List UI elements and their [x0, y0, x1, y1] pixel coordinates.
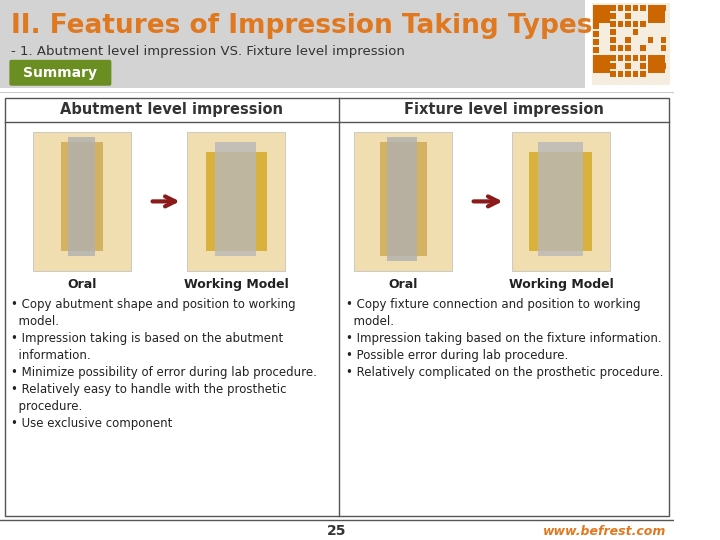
- Text: procedure.: procedure.: [12, 400, 83, 413]
- Text: Fixture level impression: Fixture level impression: [404, 102, 604, 117]
- Text: • Possible error during lab procedure.: • Possible error during lab procedure.: [346, 349, 569, 362]
- Bar: [593, 31, 599, 37]
- Text: Oral: Oral: [388, 278, 418, 291]
- Bar: [625, 45, 631, 51]
- Bar: [633, 21, 639, 27]
- Bar: [640, 5, 646, 11]
- Bar: [611, 71, 616, 77]
- Bar: [611, 55, 616, 61]
- Bar: [593, 39, 599, 45]
- Bar: [633, 71, 639, 77]
- Bar: [640, 71, 646, 77]
- Text: Oral: Oral: [67, 278, 96, 291]
- Bar: [618, 71, 624, 77]
- Bar: [625, 55, 631, 61]
- Bar: [618, 55, 624, 61]
- Text: Working Model: Working Model: [509, 278, 613, 291]
- Bar: [640, 63, 646, 69]
- Text: • Copy fixture connection and position to working: • Copy fixture connection and position t…: [346, 298, 641, 311]
- Text: Working Model: Working Model: [184, 278, 289, 291]
- Bar: [593, 5, 611, 23]
- Bar: [187, 132, 285, 271]
- Bar: [512, 132, 611, 271]
- Text: model.: model.: [12, 315, 59, 328]
- Bar: [354, 132, 452, 271]
- Bar: [60, 141, 103, 251]
- Bar: [625, 5, 631, 11]
- Bar: [611, 13, 616, 19]
- Text: • Minimize possibility of error during lab procedure.: • Minimize possibility of error during l…: [12, 366, 317, 379]
- Bar: [599, 11, 605, 17]
- Bar: [625, 21, 631, 27]
- Text: • Copy abutment shape and position to working: • Copy abutment shape and position to wo…: [12, 298, 296, 311]
- Bar: [387, 137, 418, 261]
- Bar: [215, 141, 256, 256]
- Bar: [640, 55, 646, 61]
- Bar: [380, 141, 427, 256]
- Bar: [206, 152, 266, 251]
- Bar: [611, 29, 616, 35]
- Bar: [528, 152, 593, 251]
- Bar: [618, 45, 624, 51]
- Bar: [538, 141, 583, 256]
- Bar: [4, 98, 669, 516]
- Bar: [648, 55, 665, 73]
- Bar: [0, 0, 585, 87]
- Text: • Use exclusive component: • Use exclusive component: [12, 417, 173, 430]
- Text: Summary: Summary: [23, 66, 97, 80]
- Bar: [633, 29, 639, 35]
- Bar: [593, 23, 599, 29]
- Bar: [640, 45, 646, 51]
- Text: - 1. Abutment level impression VS. Fixture level impression: - 1. Abutment level impression VS. Fixtu…: [12, 45, 405, 58]
- Bar: [653, 11, 659, 17]
- Text: • Impression taking is based on the abutment: • Impression taking is based on the abut…: [12, 332, 284, 345]
- Bar: [648, 37, 653, 43]
- Bar: [32, 132, 131, 271]
- Bar: [640, 21, 646, 27]
- Bar: [625, 37, 631, 43]
- Text: Abutment level impression: Abutment level impression: [60, 102, 283, 117]
- Bar: [593, 47, 599, 53]
- Text: 25: 25: [327, 524, 347, 538]
- Text: model.: model.: [346, 315, 395, 328]
- Bar: [661, 45, 667, 51]
- Bar: [611, 63, 616, 69]
- Bar: [618, 21, 624, 27]
- Bar: [648, 5, 665, 23]
- Bar: [661, 5, 667, 11]
- Bar: [661, 63, 667, 69]
- Text: • Impression taking based on the fixture information.: • Impression taking based on the fixture…: [346, 332, 662, 345]
- Bar: [661, 37, 667, 43]
- Bar: [593, 55, 611, 73]
- Bar: [625, 13, 631, 19]
- FancyBboxPatch shape: [9, 60, 112, 86]
- Bar: [625, 63, 631, 69]
- Bar: [592, 3, 670, 85]
- Text: information.: information.: [12, 349, 91, 362]
- Bar: [611, 45, 616, 51]
- Text: • Relatively easy to handle with the prosthetic: • Relatively easy to handle with the pro…: [12, 383, 287, 396]
- Bar: [633, 55, 639, 61]
- Text: • Relatively complicated on the prosthetic procedure.: • Relatively complicated on the prosthet…: [346, 366, 664, 379]
- Bar: [633, 5, 639, 11]
- Bar: [611, 5, 616, 11]
- Bar: [611, 21, 616, 27]
- Bar: [611, 37, 616, 43]
- Text: www.befrest.com: www.befrest.com: [543, 525, 667, 538]
- Bar: [68, 137, 94, 256]
- Bar: [618, 5, 624, 11]
- Text: II. Features of Impression Taking Types: II. Features of Impression Taking Types: [12, 13, 593, 39]
- Bar: [625, 71, 631, 77]
